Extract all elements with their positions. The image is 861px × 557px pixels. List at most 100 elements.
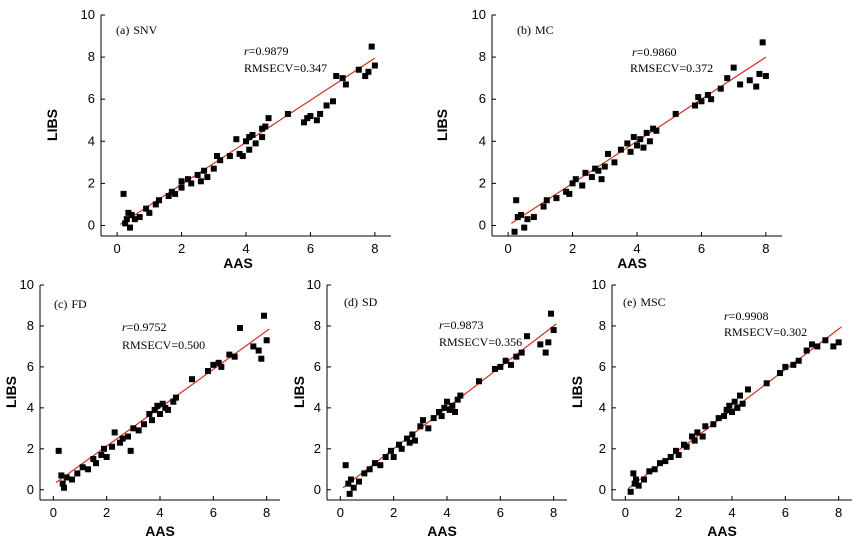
data-point bbox=[721, 413, 727, 420]
data-point bbox=[226, 153, 233, 160]
data-point bbox=[146, 411, 153, 417]
data-point bbox=[715, 415, 722, 422]
data-point bbox=[673, 447, 679, 454]
r-annotation: r=0.9873 bbox=[439, 318, 483, 332]
data-point bbox=[131, 216, 138, 223]
x-tick-label: 0 bbox=[622, 505, 629, 520]
data-point bbox=[631, 480, 638, 487]
data-point bbox=[777, 370, 783, 377]
data-point bbox=[243, 138, 249, 145]
data-point bbox=[646, 138, 653, 145]
data-point bbox=[366, 466, 373, 473]
data-point bbox=[372, 460, 378, 467]
x-tick-label: 8 bbox=[371, 241, 378, 256]
y-tick-label: 0 bbox=[599, 482, 606, 497]
data-point bbox=[377, 462, 384, 469]
data-point bbox=[346, 490, 353, 497]
data-point bbox=[215, 359, 222, 366]
data-point bbox=[540, 203, 547, 210]
y-tick-label: 6 bbox=[599, 359, 606, 374]
y-tick-label: 2 bbox=[479, 175, 486, 190]
r-annotation: r=0.9908 bbox=[724, 309, 768, 323]
data-point bbox=[157, 411, 163, 417]
data-point bbox=[127, 447, 134, 454]
y-tick-label: 4 bbox=[88, 133, 95, 148]
data-point bbox=[745, 386, 751, 393]
data-point bbox=[630, 470, 637, 477]
data-point bbox=[579, 182, 586, 189]
panel-letter: (e) bbox=[623, 295, 636, 309]
data-point bbox=[521, 224, 528, 231]
data-point bbox=[205, 368, 211, 374]
data-point bbox=[640, 144, 647, 151]
data-point bbox=[123, 216, 130, 223]
data-point bbox=[717, 85, 724, 92]
data-point bbox=[313, 117, 320, 124]
panel-method: SD bbox=[362, 295, 378, 309]
data-point bbox=[759, 39, 766, 46]
rmsecv-annotation: RMSECV=0.302 bbox=[724, 325, 807, 339]
data-point bbox=[265, 115, 272, 122]
data-point bbox=[204, 174, 211, 181]
data-point bbox=[263, 337, 270, 344]
data-point bbox=[404, 435, 410, 442]
data-point bbox=[117, 439, 123, 446]
data-point bbox=[135, 427, 142, 434]
data-point bbox=[653, 127, 660, 134]
data-point bbox=[409, 431, 416, 438]
data-point bbox=[454, 396, 461, 403]
data-point bbox=[259, 125, 266, 132]
data-point bbox=[141, 421, 147, 428]
data-point bbox=[595, 167, 602, 174]
data-point bbox=[518, 349, 525, 356]
x-tick-label: 4 bbox=[728, 505, 735, 520]
x-tick-label: 4 bbox=[156, 505, 163, 520]
data-point bbox=[617, 146, 624, 153]
data-point bbox=[149, 417, 155, 424]
data-point bbox=[210, 361, 217, 368]
data-point bbox=[128, 211, 135, 218]
data-point bbox=[710, 421, 717, 428]
panel-letter: (c) bbox=[54, 297, 67, 311]
rmsecv-annotation: RMSECV=0.347 bbox=[244, 61, 327, 75]
panel-method: MC bbox=[535, 23, 554, 37]
panel-method: MSC bbox=[640, 295, 665, 309]
data-point bbox=[420, 417, 426, 424]
data-point bbox=[152, 201, 159, 208]
data-point bbox=[511, 228, 518, 235]
data-point bbox=[348, 476, 354, 483]
data-point bbox=[830, 343, 837, 350]
data-point bbox=[136, 214, 143, 221]
data-point bbox=[93, 460, 99, 467]
data-point bbox=[734, 404, 741, 411]
data-point bbox=[388, 447, 394, 454]
data-point bbox=[545, 339, 552, 346]
r-symbol: r bbox=[122, 320, 127, 334]
x-tick-label: 6 bbox=[307, 241, 314, 256]
data-point bbox=[646, 468, 653, 475]
data-point bbox=[170, 398, 177, 405]
data-point bbox=[165, 406, 171, 413]
data-point bbox=[178, 184, 185, 191]
data-point bbox=[508, 361, 514, 368]
r-symbol: r bbox=[439, 318, 444, 332]
data-point bbox=[371, 62, 378, 69]
panel-msc: 0 2 4 6 8 10 0 2 4 6 8 AAS LIBS (e) MSC r=0.9908 RMSECV=… bbox=[569, 277, 852, 539]
y-tick-label: 2 bbox=[599, 441, 606, 456]
data-point bbox=[239, 153, 246, 160]
y-tick-label: 8 bbox=[88, 49, 95, 64]
data-point bbox=[284, 110, 291, 117]
y-tick-label: 10 bbox=[307, 277, 321, 292]
data-point bbox=[333, 73, 340, 80]
data-point bbox=[611, 159, 618, 166]
data-point bbox=[74, 470, 81, 477]
r-value: =0.9908 bbox=[729, 309, 769, 323]
y-tick-label: 4 bbox=[314, 400, 321, 415]
x-tick-label: 2 bbox=[103, 505, 110, 520]
data-point bbox=[412, 437, 418, 444]
data-point bbox=[125, 209, 132, 216]
y-tick-label: 0 bbox=[479, 217, 486, 232]
data-point bbox=[390, 454, 397, 460]
x-tick-label: 8 bbox=[835, 505, 842, 520]
panel-mc: 0 2 4 6 8 10 0 2 4 6 8 AAS LIBS (b) MC r=0.9860 RMSECV=0… bbox=[434, 7, 782, 271]
